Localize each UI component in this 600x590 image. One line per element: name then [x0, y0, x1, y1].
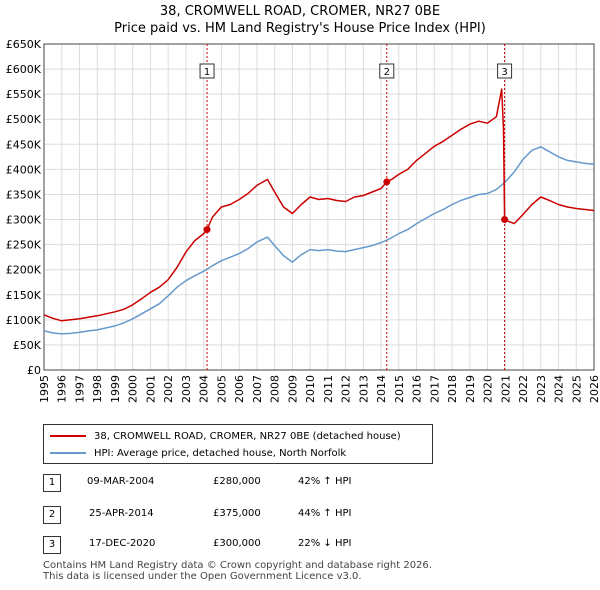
y-tick-label: £650K: [6, 38, 42, 51]
sale-number-box: 1: [43, 474, 61, 492]
table-row: 1 09-MAR-2004 £280,000 42% ↑ HPI: [43, 474, 373, 492]
sale-label-number: 2: [384, 67, 390, 78]
x-tick-label: 2001: [144, 375, 157, 403]
x-tick-label: 1996: [56, 375, 69, 403]
sale-price: £300,000: [213, 538, 261, 549]
sale-date: 09-MAR-2004: [87, 476, 155, 487]
sale-point: [203, 226, 211, 234]
x-tick-label: 2000: [127, 375, 140, 403]
x-tick-label: 2018: [446, 375, 459, 403]
x-tick-label: 2010: [304, 375, 317, 403]
property-price-line: [43, 88, 595, 322]
x-tick-label: 2012: [340, 375, 353, 403]
x-tick-label: 2015: [393, 375, 406, 403]
x-tick-label: 2007: [251, 375, 264, 403]
x-tick-label: 2008: [269, 375, 282, 403]
y-tick-label: £600K: [6, 63, 42, 76]
x-tick-label: 2005: [215, 375, 228, 403]
y-tick-label: £250K: [6, 239, 42, 252]
sale-date: 25-APR-2014: [89, 508, 154, 519]
sale-hpi-diff: 22% ↓ HPI: [298, 538, 352, 549]
sale-date: 17-DEC-2020: [89, 538, 156, 549]
legend-item-property: 38, CROMWELL ROAD, CROMER, NR27 0BE (det…: [50, 428, 401, 444]
table-row: 3 17-DEC-2020 £300,000 22% ↓ HPI: [43, 536, 373, 554]
x-tick-label: 2017: [428, 375, 441, 403]
plot-frame: [43, 43, 595, 371]
y-tick-label: £450K: [6, 138, 42, 151]
x-tick-label: 2014: [375, 375, 388, 403]
sale-number-box: 2: [43, 506, 61, 524]
footer-line-1: Contains HM Land Registry data © Crown c…: [43, 560, 432, 571]
y-tick-label: £350K: [6, 188, 42, 201]
sale-point: [383, 178, 391, 186]
sale-label-box: [199, 63, 215, 79]
footer-line-2: This data is licensed under the Open Gov…: [43, 571, 362, 582]
x-tick-label: 2024: [553, 375, 566, 403]
x-tick-label: 2004: [198, 375, 211, 403]
x-tick-label: 2019: [464, 375, 477, 403]
sale-price: £280,000: [213, 476, 261, 487]
y-tick-label: £400K: [6, 163, 42, 176]
y-tick-label: £200K: [6, 264, 42, 277]
x-tick-label: 1998: [91, 375, 104, 403]
x-tick-label: 2025: [570, 375, 583, 403]
x-tick-label: 2022: [517, 375, 530, 403]
sale-label-box: [497, 63, 513, 79]
y-tick-label: £150K: [6, 289, 42, 302]
sale-label-number: 3: [501, 67, 507, 78]
sale-hpi-diff: 44% ↑ HPI: [298, 508, 352, 519]
y-tick-label: £100K: [6, 314, 42, 327]
sale-hpi-diff: 42% ↑ HPI: [298, 476, 352, 487]
x-tick-label: 1997: [73, 375, 86, 403]
legend-label-property: 38, CROMWELL ROAD, CROMER, NR27 0BE (det…: [94, 430, 401, 442]
x-tick-label: 2006: [233, 375, 246, 403]
sale-price: £375,000: [213, 508, 261, 519]
sale-point: [501, 216, 509, 224]
chart-subtitle: Price paid vs. HM Land Registry's House …: [114, 21, 486, 36]
legend-item-hpi: HPI: Average price, detached house, Nort…: [50, 445, 346, 461]
x-tick-label: 2026: [588, 375, 600, 403]
x-tick-label: 2003: [180, 375, 193, 403]
x-tick-label: 2021: [499, 375, 512, 403]
x-tick-label: 2009: [286, 375, 299, 403]
y-tick-label: £0: [27, 364, 41, 377]
sale-label-number: 1: [204, 67, 210, 78]
table-row: 2 25-APR-2014 £375,000 44% ↑ HPI: [43, 506, 373, 524]
y-tick-label: £500K: [6, 113, 42, 126]
sale-number-box: 3: [43, 536, 61, 554]
x-tick-label: 2011: [322, 375, 335, 403]
x-tick-label: 2002: [162, 375, 175, 403]
hpi-line: [43, 146, 595, 335]
sale-label-box: [379, 63, 395, 79]
chart-title: 38, CROMWELL ROAD, CROMER, NR27 0BE: [159, 4, 441, 19]
x-tick-label: 1995: [38, 375, 51, 403]
x-tick-label: 2013: [357, 375, 370, 403]
y-tick-label: £50K: [13, 339, 42, 352]
x-tick-label: 2020: [482, 375, 495, 403]
x-tick-label: 1999: [109, 375, 122, 403]
footer-credits: Contains HM Land Registry data © Crown c…: [43, 560, 432, 582]
x-tick-label: 2016: [411, 375, 424, 403]
legend-line-hpi: [50, 452, 86, 454]
x-tick-label: 2023: [535, 375, 548, 403]
y-tick-label: £300K: [6, 214, 42, 227]
chart-legend: 38, CROMWELL ROAD, CROMER, NR27 0BE (det…: [43, 424, 433, 464]
legend-label-hpi: HPI: Average price, detached house, Nort…: [94, 447, 347, 459]
legend-line-property: [50, 435, 86, 437]
y-tick-label: £550K: [6, 88, 42, 101]
